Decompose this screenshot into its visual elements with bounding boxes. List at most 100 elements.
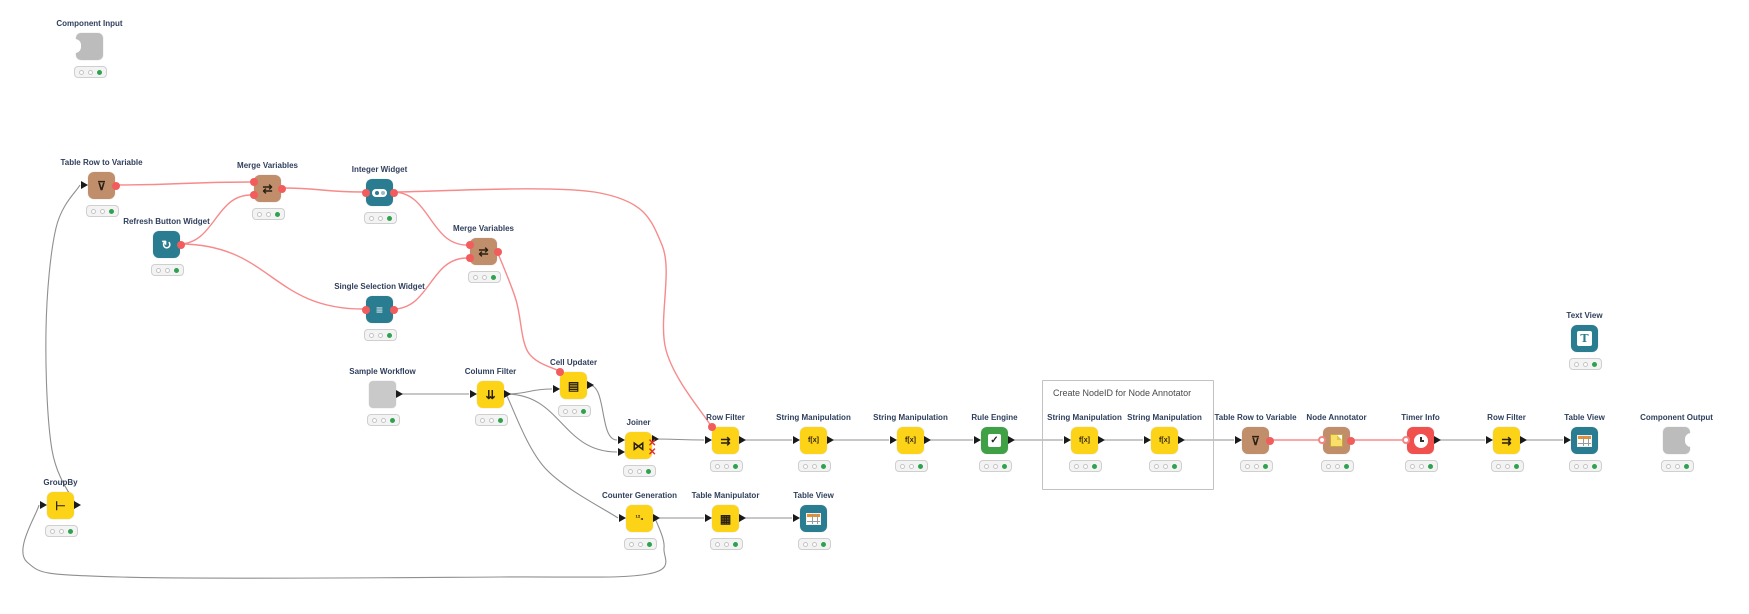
node-body-joiner[interactable]: ⋈ [625, 432, 652, 459]
input-port-triangle[interactable] [618, 448, 625, 456]
output-port-triangle[interactable] [739, 436, 746, 444]
optional-flow-variable-port[interactable] [1318, 436, 1326, 444]
node-string-manipulation-1[interactable]: String Manipulation f[x] [776, 413, 851, 472]
node-row-filter-1[interactable]: Row Filter ⇉ [705, 413, 746, 472]
input-port-triangle[interactable] [1564, 436, 1571, 444]
input-port-triangle[interactable] [619, 514, 626, 522]
node-body-refresh-button-widget[interactable]: ↻ [153, 231, 180, 258]
node-body-string-manipulation[interactable]: f[x] [897, 427, 924, 454]
node-body-row-filter[interactable]: ⇉ [1493, 427, 1520, 454]
input-port-triangle[interactable] [81, 181, 88, 189]
node-table-view-2[interactable]: Table View [793, 491, 834, 550]
node-column-filter[interactable]: Column Filter ⇊ [465, 367, 516, 426]
edge-data-column-filter-to-cell-updater[interactable] [505, 388, 553, 395]
flow-variable-port[interactable] [1266, 437, 1274, 445]
disconnected-port-x-icon[interactable]: ✕ [648, 447, 657, 458]
edge-flowvar-integer-widget-to-row-filter-1[interactable] [392, 188, 712, 427]
input-port-triangle[interactable] [705, 436, 712, 444]
input-port-triangle[interactable] [974, 436, 981, 444]
input-port-triangle[interactable] [553, 385, 560, 393]
flow-variable-port[interactable] [250, 191, 258, 199]
node-body-single-selection-widget[interactable]: ≡ [366, 296, 393, 323]
output-port-triangle[interactable] [653, 514, 660, 522]
input-port-triangle[interactable] [705, 514, 712, 522]
edge-flowvar-integer-widget-to-merge-variables-2[interactable] [392, 191, 468, 246]
output-port-triangle[interactable] [396, 390, 403, 398]
output-port-triangle[interactable] [1178, 436, 1185, 444]
flow-variable-port[interactable] [362, 306, 370, 314]
node-body-string-manipulation[interactable]: f[x] [1151, 427, 1178, 454]
node-body-merge-variables[interactable]: ⇄ [470, 238, 497, 265]
edge-flowvar-merge-variables-2-to-cell-updater[interactable] [496, 250, 560, 372]
node-sample-workflow[interactable]: Sample Workflow [349, 367, 416, 426]
node-component-input[interactable]: Component Input [56, 19, 123, 78]
node-string-manipulation-3[interactable]: String Manipulation f[x] [1047, 413, 1122, 472]
input-port-triangle[interactable] [618, 436, 625, 444]
node-component-output[interactable]: Component Output [1640, 413, 1713, 472]
flow-variable-port[interactable] [556, 368, 564, 376]
edge-data-column-filter-to-joiner[interactable] [505, 393, 618, 453]
edge-data-groupby-to-table-row-to-variable-1[interactable] [45, 184, 81, 506]
flow-variable-port[interactable] [708, 423, 716, 431]
node-merge-variables-2[interactable]: Merge Variables ⇄ [453, 224, 514, 283]
node-body-row-filter[interactable]: ⇉ [712, 427, 739, 454]
node-body-groupby[interactable]: ⊢ [47, 492, 74, 519]
node-string-manipulation-2[interactable]: String Manipulation f[x] [873, 413, 948, 472]
node-timer-info[interactable]: Timer Info [1401, 413, 1441, 472]
output-port-triangle[interactable] [1520, 436, 1527, 444]
node-body-rule-engine[interactable]: ✓ [981, 427, 1008, 454]
node-body-cell-updater[interactable]: ▤ [560, 372, 587, 399]
optional-flow-variable-port[interactable] [1402, 436, 1410, 444]
node-body-table-view[interactable] [800, 505, 827, 532]
node-table-row-to-variable-1[interactable]: Table Row to Variable ⊽ [60, 158, 143, 217]
input-port-triangle[interactable] [793, 436, 800, 444]
flow-variable-port[interactable] [466, 254, 474, 262]
input-port-triangle[interactable] [1486, 436, 1493, 444]
flow-variable-port[interactable] [177, 241, 185, 249]
node-body-timer-info[interactable] [1407, 427, 1434, 454]
node-body-component-output[interactable] [1663, 427, 1697, 454]
node-body-string-manipulation[interactable]: f[x] [1071, 427, 1098, 454]
flow-variable-port[interactable] [250, 178, 258, 186]
edge-data-counter-generation-to-groupby[interactable] [22, 504, 667, 579]
edge-data-cell-updater-to-joiner[interactable] [588, 384, 618, 441]
output-port-triangle[interactable] [1434, 436, 1441, 444]
edge-flowvar-merge-variables-1-to-integer-widget[interactable] [280, 187, 364, 193]
node-body-metanode[interactable] [369, 381, 396, 408]
flow-variable-port[interactable] [112, 182, 120, 190]
input-port-triangle[interactable] [1144, 436, 1151, 444]
input-port-triangle[interactable] [793, 514, 800, 522]
output-port-triangle[interactable] [924, 436, 931, 444]
node-rule-engine[interactable]: Rule Engine ✓ [971, 413, 1018, 472]
node-merge-variables-1[interactable]: Merge Variables ⇄ [237, 161, 298, 220]
flow-variable-port[interactable] [278, 185, 286, 193]
node-body-text-view[interactable]: T [1571, 325, 1598, 352]
node-body-node-annotator[interactable] [1323, 427, 1350, 454]
input-port-triangle[interactable] [890, 436, 897, 444]
node-body-table-row-to-variable[interactable]: ⊽ [88, 172, 115, 199]
node-table-view-1[interactable]: Table View [1564, 413, 1605, 472]
node-string-manipulation-4[interactable]: String Manipulation f[x] [1127, 413, 1202, 472]
node-body-integer-widget[interactable] [366, 179, 393, 206]
workflow-annotation-box[interactable]: Create NodeID for Node Annotator [1042, 380, 1214, 490]
node-body-merge-variables[interactable]: ⇄ [254, 175, 281, 202]
input-port-triangle[interactable] [1235, 436, 1242, 444]
edge-flowvar-table-row-to-variable-1-to-merge-variables-1[interactable] [113, 181, 252, 186]
edge-flowvar-refresh-button-widget-to-single-selection-widget[interactable] [178, 243, 364, 310]
flow-variable-port[interactable] [390, 189, 398, 197]
output-port-triangle[interactable] [504, 390, 511, 398]
node-body-component-input[interactable] [69, 33, 103, 60]
flow-variable-port[interactable] [390, 306, 398, 314]
node-cell-updater[interactable]: Cell Updater ▤ [550, 358, 597, 417]
node-body-table-view[interactable] [1571, 427, 1598, 454]
node-node-annotator[interactable]: Node Annotator [1306, 413, 1367, 472]
node-refresh-button-widget[interactable]: Refresh Button Widget ↻ [123, 217, 210, 276]
node-row-filter-2[interactable]: Row Filter ⇉ [1486, 413, 1527, 472]
output-port-triangle[interactable] [652, 435, 659, 443]
output-port-triangle[interactable] [1098, 436, 1105, 444]
output-port-triangle[interactable] [1008, 436, 1015, 444]
output-port-triangle[interactable] [587, 381, 594, 389]
input-port-triangle[interactable] [1064, 436, 1071, 444]
input-port-triangle[interactable] [470, 390, 477, 398]
